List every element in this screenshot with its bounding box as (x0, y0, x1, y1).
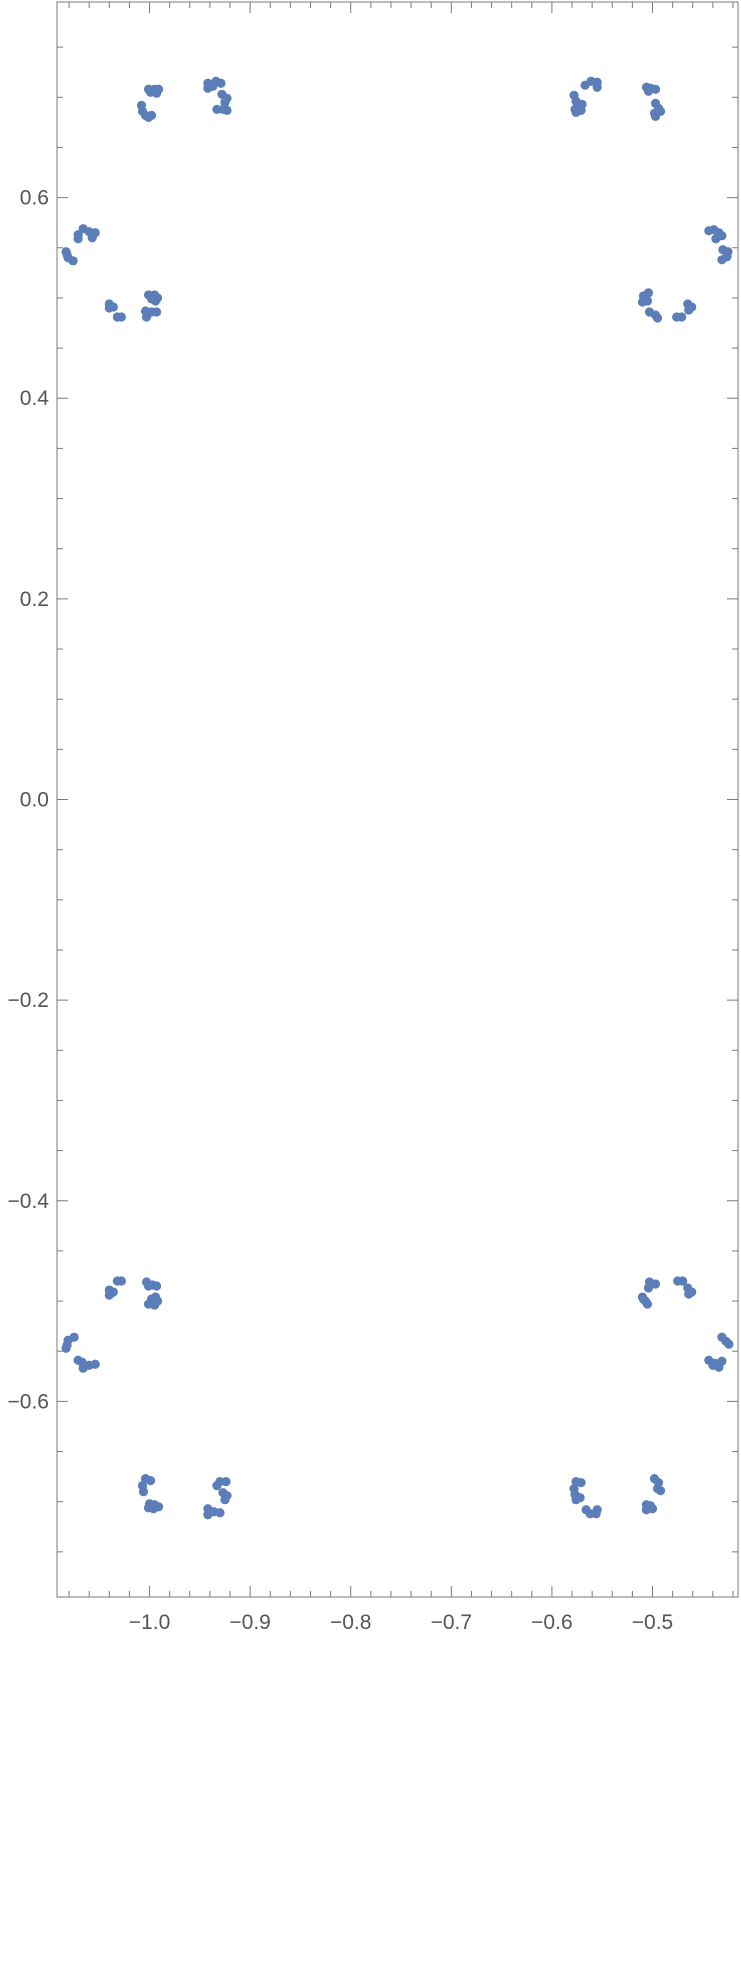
data-point (138, 1487, 149, 1497)
data-point (203, 1510, 213, 1520)
data-point (104, 1290, 114, 1300)
plot-frame (56, 1, 739, 1598)
data-point (151, 88, 162, 98)
data-point (62, 250, 72, 260)
data-point (684, 1289, 694, 1299)
plot-border (56, 1, 739, 1598)
data-point (643, 1283, 654, 1293)
data-point (116, 312, 126, 322)
y-tick-label: −0.4 (8, 1190, 50, 1213)
x-tick-label: −0.5 (632, 1611, 673, 1634)
data-point (724, 1339, 734, 1349)
data-point (684, 305, 694, 315)
data-point (677, 312, 687, 322)
x-tick-label: −0.7 (431, 1611, 472, 1634)
data-point (116, 1276, 126, 1286)
x-tick-label: −1.0 (129, 1611, 170, 1634)
data-point (650, 84, 661, 94)
data-point (571, 1495, 581, 1505)
data-point (149, 1300, 160, 1310)
data-point (220, 97, 230, 107)
data-point (220, 1495, 230, 1505)
x-tick-label: −0.9 (229, 1611, 270, 1634)
y-tick-label: −0.2 (8, 989, 49, 1012)
data-point (592, 1505, 602, 1515)
data-point (643, 86, 654, 96)
data-point (208, 81, 218, 91)
data-point (104, 303, 114, 313)
data-point (222, 105, 232, 115)
data-point (576, 1478, 586, 1488)
data-point (717, 1356, 727, 1366)
data-point (708, 1360, 718, 1370)
data-point (145, 1476, 156, 1486)
data-point (215, 1508, 225, 1518)
y-tick-label: 0.0 (20, 789, 49, 812)
data-point (148, 1504, 159, 1514)
data-point (61, 1343, 71, 1353)
data-series (61, 76, 734, 1520)
data-point (212, 104, 222, 114)
x-tick-label: −0.8 (330, 1611, 371, 1634)
data-point (655, 1486, 666, 1496)
data-point (87, 233, 97, 243)
data-point (678, 1276, 688, 1286)
data-point (212, 1481, 222, 1491)
y-tick-label: 0.2 (20, 588, 49, 611)
data-point (638, 1294, 649, 1304)
data-point (150, 296, 161, 306)
data-point (143, 112, 154, 122)
data-point (571, 107, 581, 117)
data-point (143, 1281, 154, 1291)
data-point (652, 313, 663, 323)
data-point (580, 80, 590, 90)
data-point (90, 1359, 100, 1369)
data-point (141, 312, 152, 322)
data-point (650, 1279, 661, 1289)
data-point (151, 1281, 162, 1291)
x-tick-label: −0.6 (531, 1611, 572, 1634)
y-tick-label: 0.6 (20, 187, 49, 210)
y-tick-label: −0.6 (8, 1390, 49, 1413)
x-axis: −1.0 −0.9 −0.8 −0.7 −0.6 −0.5 (68, 2, 734, 1634)
y-axis: 0.6 0.4 0.2 0.0 −0.2 −0.4 −0.6 (8, 46, 738, 1553)
data-point (637, 297, 648, 307)
data-point (216, 78, 226, 88)
data-point (717, 255, 727, 265)
data-point (151, 307, 162, 317)
data-point (650, 111, 661, 121)
data-point (221, 1477, 231, 1487)
data-point (647, 1504, 658, 1514)
data-point (73, 234, 83, 244)
data-point (717, 231, 727, 241)
y-tick-label: 0.4 (20, 387, 50, 410)
data-point (592, 82, 602, 92)
data-point (68, 256, 78, 266)
